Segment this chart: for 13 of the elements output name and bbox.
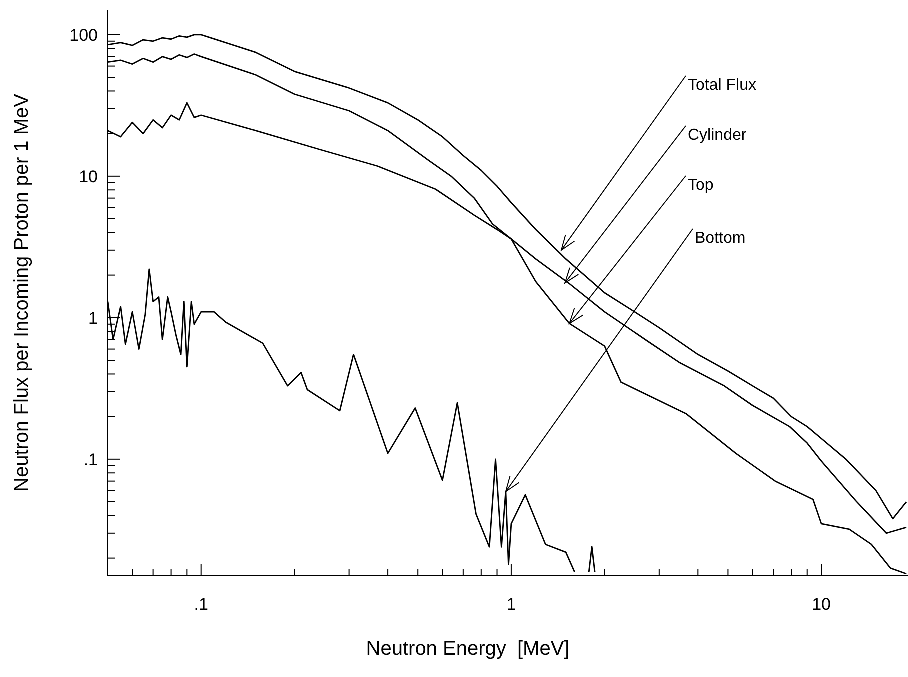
y-tick-label: 10 [79,167,98,186]
y-tick-label: 1 [88,308,98,328]
x-tick-label: 1 [506,595,516,614]
annotation: Bottom [695,230,746,247]
annotation: Top [688,177,714,194]
y-axis-title: Neutron Flux per Incoming Proton per 1 MeV [11,93,33,492]
x-tick-label: 10 [812,595,832,614]
x-axis-title: Neutron Energy [MeV] [366,638,570,660]
x-tick-label: .1 [194,595,208,614]
annotation: Cylinder [688,127,748,144]
y-tick-label: 100 [70,26,98,45]
annotation: Total Flux [688,77,756,94]
y-tick-label: .1 [84,450,98,470]
